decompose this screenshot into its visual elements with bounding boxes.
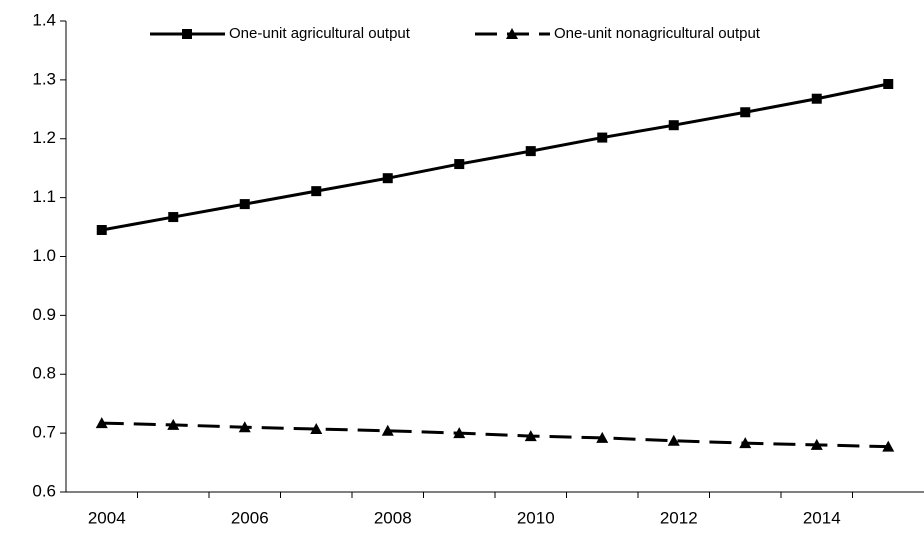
data-point (525, 146, 536, 157)
data-point (453, 427, 466, 439)
legend-marker (506, 28, 518, 39)
data-point (597, 132, 608, 143)
data-point (168, 212, 179, 223)
y-tick-label: 1.4 (32, 10, 56, 29)
data-point (596, 431, 609, 443)
x-tick-label: 2010 (517, 508, 555, 527)
legend-label: One-unit nonagricultural output (554, 25, 761, 42)
y-tick-label: 1.3 (32, 69, 56, 88)
data-point (524, 430, 537, 442)
x-tick-label: 2012 (660, 508, 698, 527)
series-line (101, 82, 889, 232)
legend-label: One-unit agricultural output (229, 25, 411, 42)
y-tick-label: 0.7 (32, 423, 56, 442)
series-line (101, 421, 889, 449)
x-tick-label: 2004 (88, 508, 126, 527)
data-point (310, 423, 323, 435)
data-point (811, 93, 822, 104)
data-point (238, 421, 251, 433)
data-point (96, 225, 107, 236)
y-tick-label: 1.1 (32, 187, 56, 206)
data-point (311, 186, 322, 197)
x-tick-label: 2008 (374, 508, 412, 527)
data-point (740, 107, 751, 118)
data-point (382, 173, 393, 184)
data-point (381, 424, 394, 436)
x-tick-label: 2014 (803, 508, 841, 527)
data-point (95, 417, 108, 429)
data-point (667, 434, 680, 446)
data-point (454, 159, 465, 170)
data-point (167, 418, 180, 430)
y-tick-label: 1.0 (32, 246, 56, 265)
y-tick-label: 0.8 (32, 364, 56, 383)
y-tick-label: 0.6 (32, 481, 56, 500)
y-tick-label: 1.2 (32, 128, 56, 147)
data-point (882, 440, 895, 452)
data-point (883, 78, 894, 89)
x-tick-label: 2006 (231, 508, 269, 527)
data-point (239, 199, 250, 210)
data-point (668, 120, 679, 131)
data-point (810, 438, 823, 450)
y-tick-label: 0.9 (32, 305, 56, 324)
legend-marker (182, 29, 192, 39)
data-point (739, 437, 752, 449)
